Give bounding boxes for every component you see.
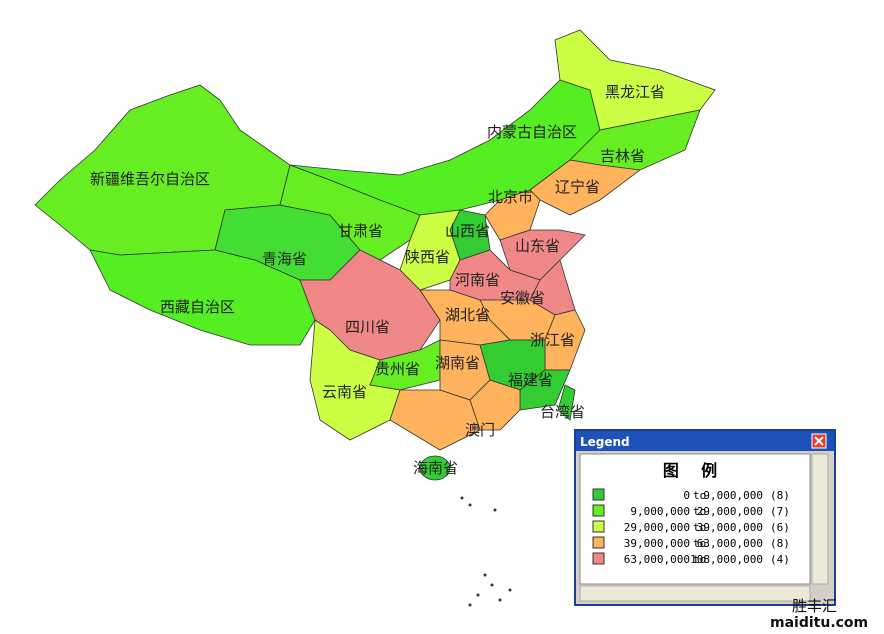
province-label: 浙江省 xyxy=(530,331,575,349)
province-label: 甘肃省 xyxy=(338,222,383,240)
province-label: 西藏自治区 xyxy=(160,298,235,316)
province-label: 湖南省 xyxy=(435,354,480,372)
legend-to: 63,000,000 xyxy=(697,537,763,550)
provinces xyxy=(34,29,716,481)
legend-from: 0 xyxy=(683,489,690,502)
legend-from: 9,000,000 xyxy=(630,505,690,518)
province-label: 吉林省 xyxy=(600,147,645,165)
scrollbar[interactable] xyxy=(811,453,829,585)
legend-to: 108,000,000 xyxy=(690,553,763,566)
legend-heading: 图 例 xyxy=(663,461,717,480)
province-label: 新疆维吾尔自治区 xyxy=(90,170,210,188)
legend-count: (4) xyxy=(770,553,790,566)
legend-swatch xyxy=(592,552,605,565)
legend-titlebar xyxy=(576,431,834,451)
labels: 黑龙江省 内蒙古自治区 吉林省 新疆维吾尔自治区 辽宁省 北京市 甘肃省 山西省… xyxy=(90,83,665,477)
province-label: 湖北省 xyxy=(445,306,490,324)
province-label: 台湾省 xyxy=(540,403,585,421)
province-label: 贵州省 xyxy=(375,360,420,378)
province-label: 云南省 xyxy=(322,383,367,401)
province-label: 内蒙古自治区 xyxy=(487,123,577,141)
legend-count: (8) xyxy=(770,537,790,550)
legend-from: 63,000,000 xyxy=(624,553,690,566)
region xyxy=(557,384,576,421)
legend-swatch xyxy=(592,504,605,517)
province-label: 安徽省 xyxy=(500,289,545,307)
legend-title: Legend xyxy=(580,435,630,449)
legend-connector: to xyxy=(693,489,706,502)
region xyxy=(89,249,316,346)
legend-swatch xyxy=(592,536,605,549)
legend-window: Legend 图 例 xyxy=(574,429,836,606)
legend-connector: to xyxy=(693,537,706,550)
province-label: 青海省 xyxy=(262,250,307,268)
region xyxy=(469,379,521,431)
region xyxy=(389,389,481,451)
scrollbar-h[interactable] xyxy=(579,585,811,602)
legend-to: 39,000,000 xyxy=(697,521,763,534)
watermark-name: 胜丰汇 xyxy=(792,597,837,615)
province-label: 河南省 xyxy=(455,271,500,289)
legend-count: (7) xyxy=(770,505,790,518)
province-label: 海南省 xyxy=(413,459,458,477)
watermark-site: maiditu.com xyxy=(770,615,868,631)
province-label: 山东省 xyxy=(515,237,560,255)
legend-connector: to xyxy=(693,505,706,518)
legend-swatch xyxy=(592,488,605,501)
legend-count: (6) xyxy=(770,521,790,534)
legend-to: 29,000,000 xyxy=(697,505,763,518)
legend-from: 39,000,000 xyxy=(624,537,690,550)
province-label: 山西省 xyxy=(445,222,490,240)
legend-connector: to xyxy=(693,521,706,534)
province-label: 黑龙江省 xyxy=(605,83,665,101)
legend-connector: to xyxy=(693,553,706,566)
province-label: 辽宁省 xyxy=(555,178,600,196)
legend-swatch xyxy=(592,520,605,533)
region xyxy=(554,29,716,131)
close-icon xyxy=(814,436,824,446)
legend-to: 9,000,000 xyxy=(703,489,763,502)
province-label: 陕西省 xyxy=(405,248,450,266)
province-label: 福建省 xyxy=(508,371,553,389)
islands xyxy=(460,496,512,607)
legend-from: 29,000,000 xyxy=(624,521,690,534)
province-label: 四川省 xyxy=(345,318,390,336)
region xyxy=(419,455,451,481)
legend-body xyxy=(579,453,811,585)
province-label: 北京市 xyxy=(488,188,533,206)
legend-count: (8) xyxy=(770,489,790,502)
province-label: 澳门 xyxy=(465,421,495,439)
